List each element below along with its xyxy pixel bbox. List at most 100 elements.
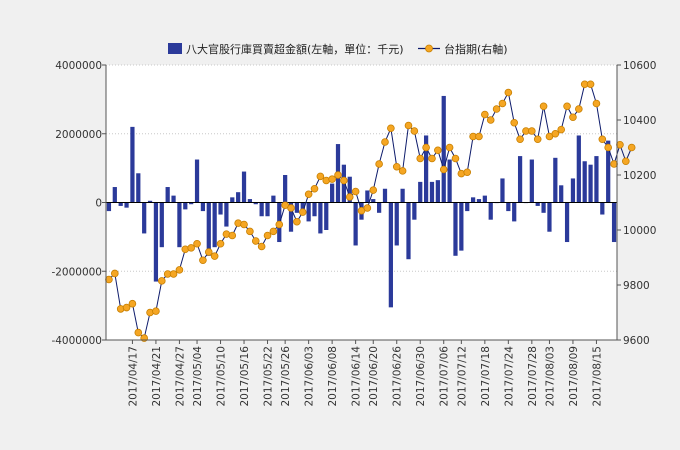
bar-1 [112,187,117,203]
line-point-33 [298,208,307,216]
line-point-9 [157,277,166,285]
bar-59 [453,202,458,256]
line-point-1 [111,269,119,278]
left-tick-label-2: 0 [95,198,102,210]
line-point-74 [539,102,548,111]
x-tick-label-16: 2017/07/18 [480,346,492,407]
x-tick-label-1: 2017/04/21 [151,346,163,407]
bar-81 [582,161,587,203]
line-point-18 [210,252,219,260]
bar-series [106,95,617,308]
bar-5 [136,173,141,203]
bar-50 [400,188,405,203]
line-point-56 [434,146,442,155]
bar-61 [465,202,470,212]
line-point-72 [528,127,536,135]
bar-72 [529,159,534,203]
right-tick-label-2: 10200 [623,170,656,182]
legend-line-marker [425,44,433,53]
bar-70 [517,156,523,203]
bar-69 [512,202,517,222]
bar-45 [371,199,376,203]
line-point-32 [293,217,301,226]
bar-83 [594,156,599,203]
bar-63 [476,199,482,203]
bar-85 [606,140,611,203]
line-point-29 [275,220,284,229]
x-tick-label-4: 2017/05/10 [216,346,228,407]
left-tick-label-0: 4000000 [55,60,102,72]
bar-38 [330,183,335,203]
x-tick-label-18: 2017/07/28 [527,346,539,407]
line-point-5 [134,328,143,337]
line-point-0 [105,275,113,284]
bar-52 [412,202,417,220]
bar-82 [588,164,593,203]
bar-31 [288,202,294,232]
bar-80 [576,135,581,203]
x-tick-label-2: 2017/04/27 [174,346,186,407]
right-tick-label-4: 9800 [623,280,650,292]
right-tick-label-3: 10000 [623,225,656,237]
bar-34 [306,202,311,222]
bar-3 [124,202,129,208]
line-point-46 [375,160,383,168]
bar-49 [394,202,399,246]
bar-62 [470,197,476,203]
bar-60 [459,202,464,251]
bar-32 [294,202,300,213]
line-point-54 [422,143,430,152]
line-point-70 [516,135,524,144]
bar-33 [300,202,305,213]
line-point-36 [316,172,325,181]
x-tick-label-21: 2017/08/15 [591,346,603,407]
legend-item-bar[interactable]: 八大官股行庫買賣超金額(左軸，單位：千元) [168,42,404,56]
line-point-35 [310,184,319,193]
line-point-84 [598,135,607,144]
line-point-14 [187,244,195,252]
line-point-63 [475,132,483,141]
legend-item-line[interactable]: 台指期(右軸) [418,42,508,56]
legend: 八大官股行庫買賣超金額(左軸，單位：千元) 台指期(右軸) [168,42,508,56]
line-point-53 [416,154,425,163]
bar-53 [418,181,423,203]
bar-9 [159,202,164,248]
line-point-52 [410,127,419,135]
line-point-78 [563,102,571,111]
line-point-64 [481,110,489,119]
line-point-44 [363,204,372,212]
bar-0 [106,202,112,212]
bar-79 [570,178,576,203]
right-tick-label-5: 9600 [623,335,650,347]
bar-41 [347,176,352,203]
x-tick-label-14: 2017/07/06 [439,346,451,407]
line-point-19 [216,239,225,248]
line-point-77 [557,125,566,134]
bar-18 [212,202,217,248]
bar-55 [429,181,435,203]
bar-25 [253,202,258,205]
line-point-15 [193,239,201,248]
bar-30 [283,175,288,203]
line-point-27 [263,231,272,240]
line-point-12 [175,266,184,274]
bar-37 [324,202,329,230]
line-point-17 [204,248,213,256]
bar-54 [423,135,429,203]
x-tick-label-13: 2017/06/30 [415,346,427,407]
bar-84 [600,202,605,215]
x-tick-label-9: 2017/06/08 [327,346,339,407]
line-point-86 [610,160,618,168]
legend-line-label: 台指期(右軸) [444,42,508,56]
bar-13 [183,202,188,210]
x-tick-label-20: 2017/08/09 [568,346,580,407]
line-point-89 [627,143,636,152]
line-point-61 [463,168,472,177]
bar-73 [535,202,540,206]
line-point-69 [510,118,519,127]
x-tick-label-10: 2017/06/14 [351,346,363,407]
line-series [105,80,636,342]
right-tick-label-0: 10600 [623,60,656,72]
bar-57 [441,95,446,203]
bar-27 [265,202,270,217]
